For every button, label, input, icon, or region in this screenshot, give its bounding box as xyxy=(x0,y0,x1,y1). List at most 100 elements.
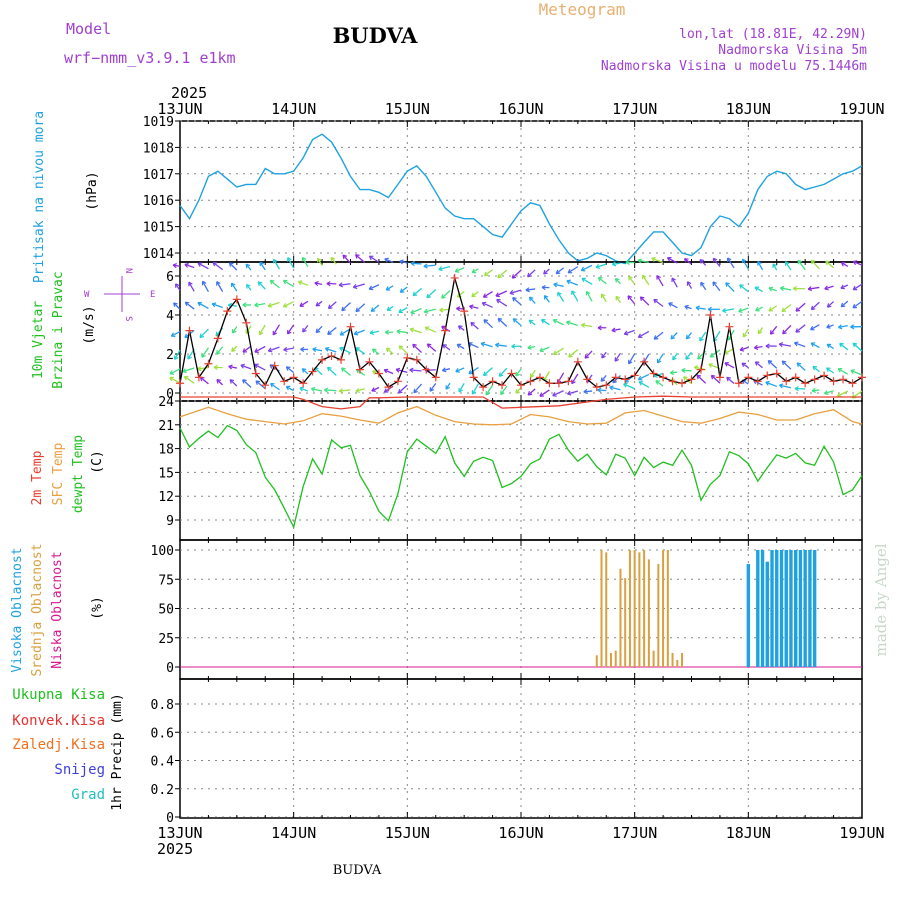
wind-arrow xyxy=(427,290,436,298)
cloud-mid-bar xyxy=(624,578,626,667)
sfc-temp-label: SFC Temp xyxy=(51,443,66,506)
wind-gust-marker xyxy=(849,379,857,387)
wind-gust-marker xyxy=(706,311,714,319)
model-elevation: Nadmorska Visina u modelu 75.1446m xyxy=(601,59,867,74)
y-tick-label: 1014 xyxy=(143,247,174,262)
wind-gust-marker xyxy=(328,352,336,360)
panel-frame xyxy=(180,401,862,540)
wind-arrow xyxy=(512,270,521,278)
cloud-mid-bar xyxy=(638,552,640,667)
wind-gust-marker xyxy=(526,377,534,385)
wind-gust-marker xyxy=(545,379,553,387)
wind-gust-marker xyxy=(290,373,298,381)
cloud-mid-bar xyxy=(601,550,603,667)
date-label-top: 15JUN xyxy=(385,100,430,118)
wind-arrow xyxy=(328,367,337,375)
wind-arrow xyxy=(782,361,791,369)
t2m-label: 2m Temp xyxy=(30,450,45,505)
date-label-top: 16JUN xyxy=(498,100,543,118)
dewpt-label: dewpt Temp xyxy=(71,435,86,513)
date-label-bottom: 14JUN xyxy=(271,824,316,842)
date-label-top: 17JUN xyxy=(612,100,657,118)
wind-gust-marker xyxy=(451,274,459,282)
wind-gust-marker xyxy=(830,377,838,385)
wind-gust-marker xyxy=(176,379,184,387)
date-label-top: 19JUN xyxy=(839,100,884,118)
y-tick-label: 1016 xyxy=(143,194,174,209)
wind-arrow xyxy=(853,343,862,351)
wind-arrow xyxy=(498,318,507,326)
wind-gust-marker xyxy=(574,358,582,366)
wind-label-2: Brzina i Pravac xyxy=(51,271,66,388)
compass-south: S xyxy=(123,316,133,321)
temp-unit: (C) xyxy=(90,450,105,473)
y-tick-label: 100 xyxy=(151,544,174,559)
y-tick-label: 15 xyxy=(158,466,174,481)
y-tick-label: 25 xyxy=(158,632,174,647)
hail-label: Grad xyxy=(71,787,105,803)
dewpt-line xyxy=(180,426,862,527)
cloud-mid-bar xyxy=(643,550,645,667)
y-tick-label: 18 xyxy=(158,443,174,458)
cloud-high-bar xyxy=(803,550,806,667)
wind-gust-marker xyxy=(280,377,288,385)
wind-gust-marker xyxy=(242,319,250,327)
wind-gust-marker xyxy=(792,373,800,381)
wind-arrow xyxy=(483,368,492,376)
wind-gust-marker xyxy=(735,379,743,387)
cloud-mid-bar xyxy=(634,550,636,667)
cloud-high-label: Visoka Oblacnost xyxy=(10,547,25,672)
wind-arrow xyxy=(640,297,648,305)
y-tick-label: 2 xyxy=(166,348,174,363)
wind-arrow xyxy=(768,361,776,369)
pressure-label: Pritisak na nivou mora xyxy=(32,111,47,283)
cloud-mid-bar xyxy=(629,550,631,667)
cloud-mid-bar xyxy=(657,564,659,667)
year-bottom: 2025 xyxy=(157,840,193,858)
conv-precip-label: Konvek.Kisa xyxy=(12,713,105,729)
wind-gust-marker xyxy=(811,375,819,383)
cloud-high-bar xyxy=(794,550,797,667)
y-tick-label: 12 xyxy=(158,490,174,505)
wind-gust-marker xyxy=(214,334,222,342)
wind-gust-marker xyxy=(631,371,639,379)
cloud-mid-bar xyxy=(662,550,664,667)
date-label-top: 14JUN xyxy=(271,100,316,118)
wind-unit: (m/s) xyxy=(82,305,97,344)
date-label-bottom: 18JUN xyxy=(726,824,771,842)
cloud-mid-bar xyxy=(653,651,655,667)
wind-gust-marker xyxy=(858,373,866,381)
panel-frame xyxy=(180,540,862,679)
date-label-top: 18JUN xyxy=(726,100,771,118)
wind-gust-marker xyxy=(555,379,563,387)
wind-arrow xyxy=(726,283,734,292)
cloud-high-bar xyxy=(756,550,759,667)
y-tick-label: 75 xyxy=(158,573,174,588)
frozen-precip-label: Zaledj.Kisa xyxy=(12,737,105,753)
model-label: Model xyxy=(66,20,111,38)
wind-arrow xyxy=(399,385,408,393)
cloud-high-bar xyxy=(789,550,792,667)
cloud-high-bar xyxy=(747,564,750,667)
wind-gust-marker xyxy=(337,356,345,364)
cloud-high-bar xyxy=(766,562,769,667)
wind-arrow xyxy=(342,303,351,311)
wind-arrow xyxy=(413,344,422,352)
cloud-low-label: Niska Oblacnost xyxy=(50,551,65,668)
station-title: BUDVA xyxy=(333,23,419,48)
wind-arrow xyxy=(356,304,365,312)
wind-arrow xyxy=(200,329,208,337)
date-label-bottom: 15JUN xyxy=(385,824,430,842)
y-tick-label: 1017 xyxy=(143,168,174,183)
y-tick-label: 0.6 xyxy=(151,726,174,741)
pressure-unit: (hPa) xyxy=(85,171,100,210)
wind-gust-marker xyxy=(204,360,212,368)
cloud-high-bar xyxy=(799,550,802,667)
cloud-high-bar xyxy=(775,550,778,667)
precip-unit: 1hr Precip (mm) xyxy=(110,693,125,810)
y-tick-label: 1018 xyxy=(143,141,174,156)
cloud-mid-label: Srednja Oblacnost xyxy=(30,543,45,676)
